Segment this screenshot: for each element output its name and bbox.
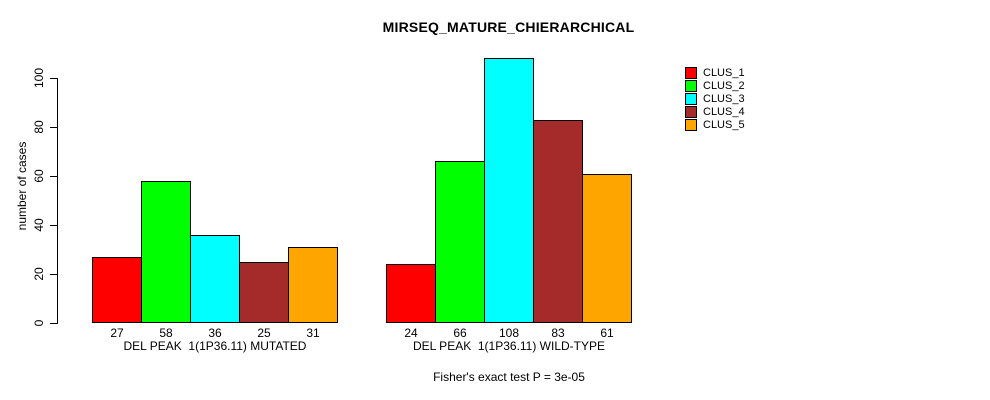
legend-item-clus_2: CLUS_2 (685, 79, 745, 92)
y-axis-label: number of cases (15, 141, 29, 231)
y-axis-tick-label: 0 (32, 319, 46, 327)
y-axis-tick-label: 40 (32, 218, 46, 232)
y-axis-tick (50, 78, 57, 79)
bar-clus_5-group1 (288, 247, 338, 323)
bar-value-label: 31 (306, 326, 320, 340)
legend-label: CLUS_5 (703, 118, 745, 131)
bar-value-label: 27 (110, 326, 124, 340)
bar-value-label: 58 (159, 326, 173, 340)
bar-clus_1-group2 (386, 264, 436, 323)
legend-item-clus_4: CLUS_4 (685, 105, 745, 118)
y-axis-tick-label: 20 (32, 267, 46, 281)
bar-value-label: 108 (498, 326, 520, 340)
chart-title: MIRSEQ_MATURE_CHIERARCHICAL (382, 19, 635, 35)
y-axis-tick-label: 60 (32, 169, 46, 183)
legend-label: CLUS_1 (703, 66, 745, 79)
bar-value-label: 66 (453, 326, 467, 340)
x-group-label: DEL PEAK 1(1P36.11) WILD-TYPE (412, 339, 606, 353)
y-axis-tick (50, 127, 57, 128)
x-group-label: DEL PEAK 1(1P36.11) MUTATED (123, 339, 307, 353)
legend-swatch-clus_2 (685, 79, 697, 92)
footnote-annotation: Fisher's exact test P = 3e-05 (433, 370, 585, 384)
bar-clus_3-group1 (190, 235, 240, 323)
y-axis-tick-label: 80 (32, 120, 46, 134)
legend-item-clus_1: CLUS_1 (685, 66, 745, 79)
bar-clus_2-group2 (435, 161, 485, 323)
legend-label: CLUS_3 (703, 92, 745, 105)
legend-item-clus_3: CLUS_3 (685, 92, 745, 105)
y-axis-tick (50, 274, 57, 275)
y-axis-tick-label: 100 (32, 67, 46, 89)
bar-value-label: 83 (551, 326, 565, 340)
bar-value-label: 36 (208, 326, 222, 340)
legend-swatch-clus_4 (685, 105, 697, 118)
bar-clus_4-group2 (533, 120, 583, 323)
bar-clus_4-group1 (239, 262, 289, 323)
bar-clus_2-group1 (141, 181, 191, 323)
bar-clus_3-group2 (484, 58, 534, 323)
y-axis-tick (50, 225, 57, 226)
bar-clus_1-group1 (92, 257, 142, 323)
legend-label: CLUS_2 (703, 79, 745, 92)
bar-value-label: 25 (257, 326, 271, 340)
legend-swatch-clus_3 (685, 92, 697, 105)
bar-value-label: 61 (600, 326, 614, 340)
y-axis-tick (50, 323, 57, 324)
bar-value-label: 24 (404, 326, 418, 340)
legend-item-clus_5: CLUS_5 (685, 118, 745, 131)
legend-swatch-clus_1 (685, 66, 697, 79)
legend: CLUS_1 CLUS_2 CLUS_3 CLUS_4 CLUS_5 (685, 66, 745, 131)
bar-clus_5-group2 (582, 174, 632, 323)
legend-swatch-clus_5 (685, 118, 697, 131)
y-axis-line (57, 78, 58, 324)
legend-label: CLUS_4 (703, 105, 745, 118)
y-axis-tick (50, 176, 57, 177)
